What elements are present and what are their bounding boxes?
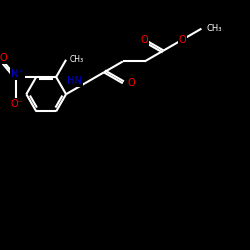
Text: O: O: [128, 78, 136, 88]
Text: HN: HN: [67, 76, 82, 86]
Text: O: O: [141, 34, 148, 44]
Text: O⁻: O⁻: [10, 99, 23, 109]
Text: O: O: [179, 34, 186, 44]
Text: CH₃: CH₃: [206, 24, 222, 33]
Text: N⁺: N⁺: [11, 69, 24, 79]
Text: CH₃: CH₃: [70, 55, 84, 64]
Text: O: O: [0, 53, 8, 63]
